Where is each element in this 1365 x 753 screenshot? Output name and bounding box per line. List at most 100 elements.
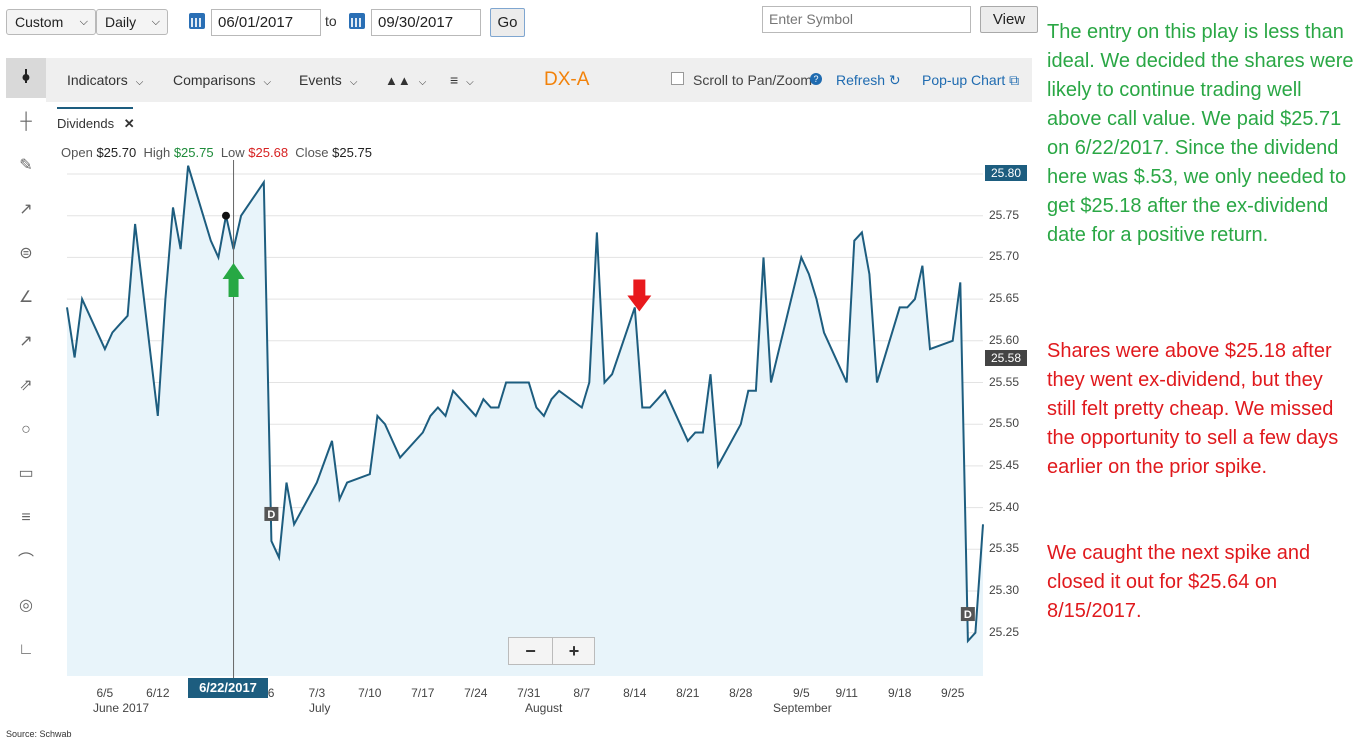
settings-menu[interactable]: ≡ ⌵ bbox=[450, 72, 474, 88]
entry-annotation: The entry on this play is less than idea… bbox=[1047, 21, 1354, 246]
comparisons-menu[interactable]: Comparisons ⌵ bbox=[173, 72, 271, 88]
chevron-down-icon: ⌵ bbox=[263, 77, 272, 88]
x-tick-label: 6/5 bbox=[96, 686, 114, 700]
x-tick-label: 7/17 bbox=[411, 686, 435, 700]
spiral-tool-icon[interactable]: ◎ bbox=[19, 597, 33, 614]
chevron-down-icon: ⌵ bbox=[135, 77, 144, 88]
events-menu[interactable]: Events ⌵ bbox=[299, 72, 357, 88]
popup-chart-link[interactable]: Pop-up Chart ⧉ bbox=[922, 72, 1019, 89]
price-chart[interactable]: DD bbox=[0, 0, 1045, 720]
current-price-badge: 25.58 bbox=[985, 350, 1027, 366]
x-tick-label: 8/28 bbox=[729, 686, 753, 700]
y-tick-label: 25.55 bbox=[989, 374, 1020, 389]
mountain-chart-icon: ▲▲ bbox=[385, 73, 411, 88]
go-button[interactable]: Go bbox=[490, 8, 525, 37]
fibonacci-tool-icon[interactable]: ≡ bbox=[21, 509, 31, 526]
arrow-tool-icon[interactable]: ↗ bbox=[19, 333, 33, 350]
indicators-menu[interactable]: Indicators ⌵ bbox=[67, 72, 143, 88]
indicators-label: Indicators bbox=[67, 72, 128, 88]
list-icon: ≡ bbox=[450, 72, 459, 88]
y-tick-label: 25.30 bbox=[989, 583, 1020, 597]
chart-symbol: DX-A bbox=[544, 69, 590, 90]
chevron-down-icon: ⌵ bbox=[151, 16, 160, 28]
price-area-fill bbox=[67, 165, 983, 676]
price-line bbox=[66, 165, 984, 644]
comparisons-label: Comparisons bbox=[173, 72, 256, 88]
help-icon[interactable]: ? bbox=[810, 73, 822, 85]
crosshair-tool-icon[interactable]: ┼ bbox=[20, 113, 32, 130]
zoom-controls: − + bbox=[508, 637, 595, 665]
drawing-toolbar: ● ┼ ✎ ↗ ⊜ ∠ ↗ ⇗ ○ ▭ ≡ ⌒ ◎ ∟ bbox=[6, 58, 46, 676]
x-tick-label: 7/24 bbox=[464, 686, 488, 700]
view-button[interactable]: View bbox=[980, 6, 1038, 33]
calendar-icon[interactable] bbox=[189, 13, 205, 29]
end-date-input[interactable]: 09/30/2017 bbox=[371, 9, 481, 36]
open-value: $25.70 bbox=[96, 145, 137, 160]
low-label: Low bbox=[220, 145, 245, 160]
line-tool-icon[interactable]: ↗ bbox=[19, 201, 33, 218]
crosshair-date-badge: 6/22/2017 bbox=[188, 678, 268, 698]
trend-tool-icon[interactable]: ∟ bbox=[18, 641, 34, 658]
interval-select[interactable]: Daily ⌵ bbox=[96, 9, 168, 35]
sell-arrow-icon bbox=[627, 279, 652, 312]
ray-tool-icon[interactable]: ∠ bbox=[18, 289, 34, 306]
zoom-out-button[interactable]: − bbox=[509, 638, 553, 664]
x-tick-label: 8/7 bbox=[573, 686, 591, 700]
x-tick-label: 7/10 bbox=[358, 686, 382, 700]
horizontal-line-tool-icon[interactable]: ⊜ bbox=[19, 245, 33, 262]
scroll-zoom-checkbox[interactable] bbox=[671, 72, 684, 85]
symbol-input[interactable]: Enter Symbol bbox=[762, 6, 971, 33]
refresh-link[interactable]: Refresh ↻ bbox=[836, 72, 901, 89]
dividend-marker-label: D bbox=[267, 509, 275, 521]
y-tick-label: 25.70 bbox=[989, 249, 1020, 264]
open-label: Open bbox=[61, 145, 93, 160]
dividend-marker-icon[interactable] bbox=[960, 607, 975, 622]
y-tick-label: 25.45 bbox=[989, 457, 1020, 472]
calendar-icon[interactable] bbox=[349, 13, 365, 29]
range-select[interactable]: Custom ⌵ bbox=[6, 9, 96, 35]
arc-tool-icon[interactable]: ⌒ bbox=[17, 553, 34, 570]
dividend-marker-icon[interactable] bbox=[264, 506, 279, 521]
chevron-down-icon: ⌵ bbox=[418, 77, 427, 88]
x-tick-label: 9/18 bbox=[888, 686, 912, 700]
ohlc-readout: Open $25.70 High $25.75 Low $25.68 Close… bbox=[61, 145, 372, 160]
note-tool-icon[interactable]: ✎ bbox=[19, 157, 33, 174]
external-window-icon: ⧉ bbox=[1009, 72, 1020, 88]
month-label: June 2017 bbox=[93, 701, 150, 715]
pointer-tool-icon[interactable]: ● bbox=[6, 58, 46, 98]
study-tab-underline bbox=[57, 107, 133, 109]
x-tick-label: 6/12 bbox=[146, 686, 170, 700]
start-date-input[interactable]: 06/01/2017 bbox=[211, 9, 321, 36]
close-icon[interactable]: ✕ bbox=[123, 116, 135, 131]
interval-select-value: Daily bbox=[105, 14, 137, 30]
x-tick-label: 8/21 bbox=[676, 686, 700, 700]
exit-annotation: We caught the next spike and closed it o… bbox=[1047, 542, 1311, 622]
range-select-value: Custom bbox=[15, 14, 64, 30]
dividends-tab-label: Dividends bbox=[57, 116, 115, 131]
popup-chart-label: Pop-up Chart bbox=[922, 72, 1006, 88]
source-note: Source: Schwab bbox=[6, 729, 72, 739]
month-label: July bbox=[309, 701, 331, 715]
x-tick-label: 8/14 bbox=[623, 686, 647, 700]
zoom-in-button[interactable]: + bbox=[568, 641, 580, 661]
events-label: Events bbox=[299, 72, 342, 88]
top-price-badge: 25.80 bbox=[985, 165, 1027, 181]
rectangle-tool-icon[interactable]: ▭ bbox=[18, 465, 34, 482]
circle-tool-icon[interactable]: ○ bbox=[21, 421, 31, 438]
dividend-marker-label: D bbox=[964, 609, 972, 621]
chart-type-menu[interactable]: ▲▲ ⌵ bbox=[385, 72, 426, 88]
month-label: August bbox=[525, 701, 563, 715]
y-tick-label: 25.65 bbox=[989, 291, 1020, 306]
x-tick-label: 9/5 bbox=[792, 686, 810, 700]
channel-tool-icon[interactable]: ⇗ bbox=[19, 377, 33, 394]
x-tick-label: 9/25 bbox=[941, 686, 965, 700]
high-label: High bbox=[143, 145, 171, 160]
y-tick-label: 25.50 bbox=[989, 416, 1020, 431]
x-tick-label: 9/11 bbox=[835, 686, 858, 700]
to-label: to bbox=[325, 13, 337, 29]
dividends-tab[interactable]: Dividends ✕ bbox=[57, 116, 135, 132]
x-tick-label: 7/31 bbox=[517, 686, 541, 700]
chevron-down-icon: ⌵ bbox=[466, 77, 474, 88]
close-value: $25.75 bbox=[332, 145, 372, 160]
crosshair-point bbox=[221, 211, 230, 220]
